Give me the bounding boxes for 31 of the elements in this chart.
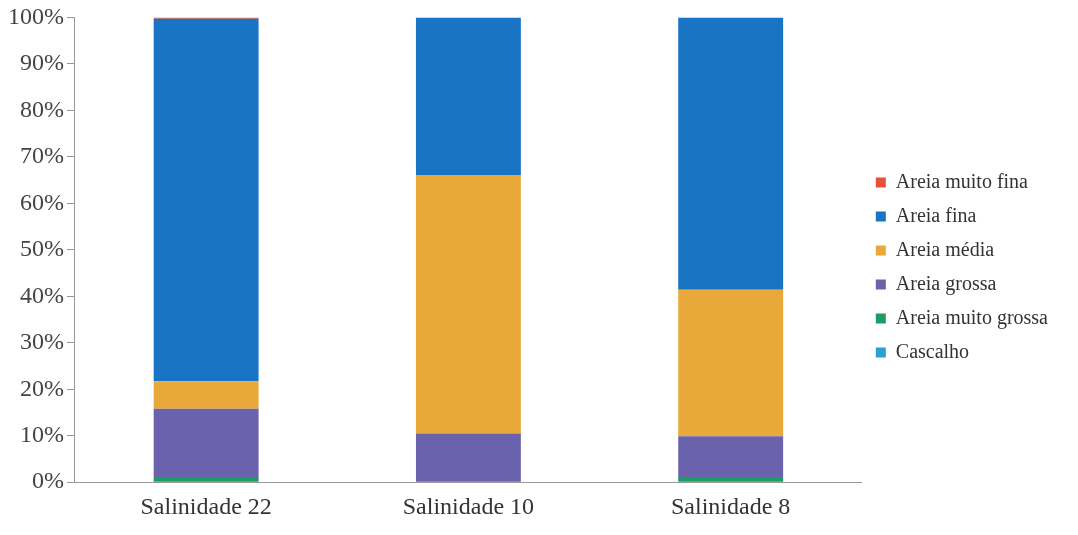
y-tick-label: 60% — [19, 188, 64, 215]
y-tick-label: 20% — [19, 374, 64, 401]
bar — [415, 433, 521, 482]
legend-label: Cascalho — [895, 339, 970, 362]
y-tick-label: 70% — [19, 142, 64, 169]
bar — [415, 17, 521, 175]
y-tick-label: 30% — [19, 328, 64, 355]
y-tick-label: 10% — [19, 421, 64, 448]
y-tick-label: 0% — [31, 467, 64, 494]
bar — [153, 18, 259, 382]
x-tick-label: Salinidade 22 — [140, 492, 272, 519]
legend-label: Areia muito grossa — [895, 305, 1049, 329]
bar — [415, 174, 521, 434]
bar — [153, 477, 259, 482]
legend-label: Areia fina — [895, 203, 977, 226]
legend-label: Areia grossa — [895, 271, 997, 295]
x-tick-label: Salinidade 8 — [671, 492, 791, 519]
y-tick-label: 80% — [19, 95, 64, 122]
y-tick-label: 50% — [19, 235, 64, 262]
bar — [678, 289, 784, 437]
legend-label: Areia muito fina — [895, 169, 1029, 192]
y-tick-label: 100% — [7, 2, 64, 29]
bar — [678, 436, 784, 478]
bar — [678, 17, 784, 290]
bar — [678, 477, 784, 482]
x-tick-label: Salinidade 10 — [402, 492, 535, 519]
legend-label: Areia média — [895, 237, 995, 260]
bar — [153, 408, 259, 478]
y-tick-label: 40% — [19, 281, 64, 308]
bar — [153, 381, 259, 409]
y-tick-label: 90% — [19, 49, 64, 76]
